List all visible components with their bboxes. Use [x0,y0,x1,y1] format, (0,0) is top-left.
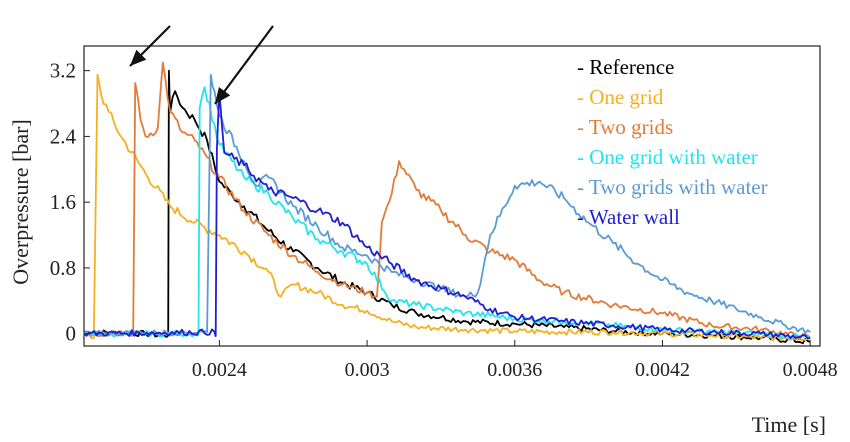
arrow-shaft [214,25,274,105]
x-axis-label: Time [s] [752,412,826,437]
y-tick-label: 0 [66,322,77,346]
legend-entry-reference: - Reference [577,55,674,79]
y-tick-label: 3.2 [50,59,76,83]
arrow-head [215,86,231,104]
series-layer [83,61,811,345]
x-tick-label: 0.0036 [487,359,542,381]
tick-layer: 0.0024 0.003 0.0036 0.0042 0.0048 0 0.8 1.6 2.4 3… [50,59,838,381]
series-line-one-grid-with-water [83,86,811,340]
annotation-arrow-two-grids [129,25,171,67]
x-tick-label: 0.003 [345,359,390,381]
legend-entry-two-grids-with-water: - Two grids with water [577,175,768,199]
y-tick-label: 1.6 [50,190,76,214]
series-line-water-wall [83,90,811,340]
legend-entry-water-wall: - Water wall [577,205,680,229]
legend: - Reference - One grid - Two grids - One gr… [577,55,768,229]
plot-frame [83,45,821,347]
y-axis-label: Overpressure [bar] [8,119,33,285]
series-line-two-grids-with-water [83,73,811,337]
x-tick-label: 0.0048 [783,359,838,381]
y-tick-label: 0.8 [50,256,76,280]
annotation-layer [129,25,274,105]
legend-entry-one-grid: - One grid [577,85,664,109]
series-line-two-grids [84,61,811,340]
annotation-arrow-water-wall [214,25,274,105]
arrow-head [130,49,147,66]
x-tick-label: 0.0042 [635,359,690,381]
legend-entry-one-grid-with-water: - One grid with water [577,145,758,169]
plot-border [83,45,821,347]
legend-entry-two-grids: - Two grids [577,115,673,139]
y-tick-label: 2.4 [50,124,77,148]
x-tick-label: 0.0024 [192,359,247,381]
